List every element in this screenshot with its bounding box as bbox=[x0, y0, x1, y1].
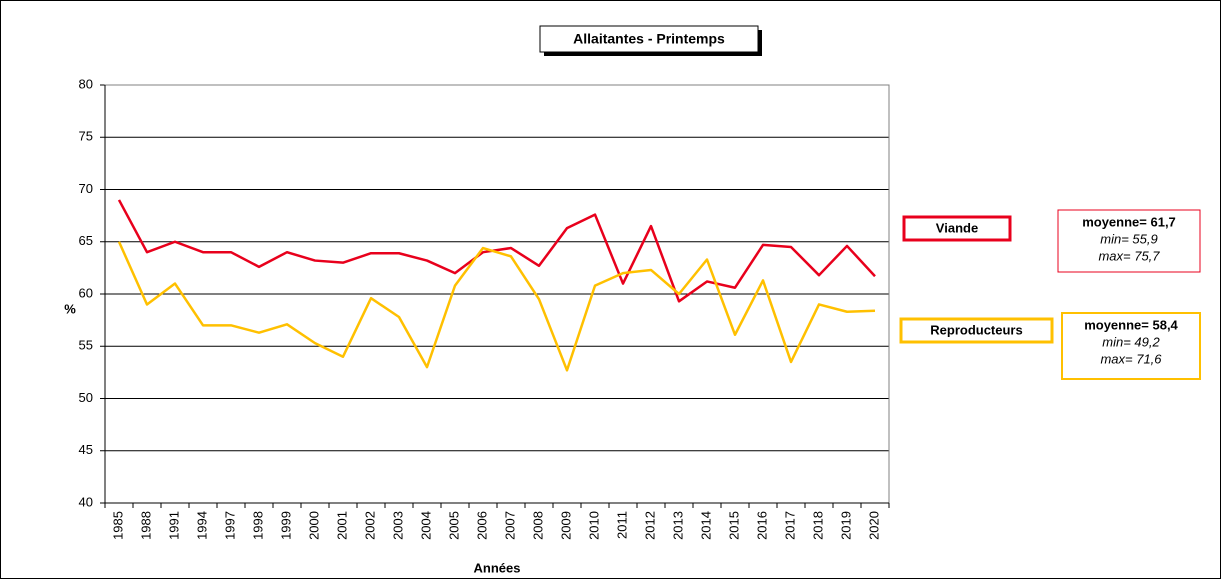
stats-mean: moyenne= 61,7 bbox=[1082, 214, 1176, 229]
x-tick-label: 2017 bbox=[782, 511, 797, 540]
y-tick-label: 65 bbox=[79, 233, 93, 248]
x-tick-label: 2020 bbox=[866, 511, 881, 540]
x-tick-label: 2008 bbox=[530, 511, 545, 540]
x-tick-label: 2018 bbox=[810, 511, 825, 540]
x-tick-label: 2000 bbox=[306, 511, 321, 540]
stats-min: min= 55,9 bbox=[1100, 231, 1157, 246]
y-tick-label: 45 bbox=[79, 442, 93, 457]
x-tick-label: 2002 bbox=[362, 511, 377, 540]
x-tick-label: 2012 bbox=[642, 511, 657, 540]
x-tick-label: 1994 bbox=[194, 511, 209, 540]
y-tick-label: 40 bbox=[79, 494, 93, 509]
x-tick-label: 2009 bbox=[558, 511, 573, 540]
y-axis-label: % bbox=[64, 301, 76, 316]
x-tick-label: 2016 bbox=[754, 511, 769, 540]
x-tick-label: 1998 bbox=[250, 511, 265, 540]
y-tick-label: 70 bbox=[79, 181, 93, 196]
legend-box bbox=[902, 215, 1012, 242]
x-tick-label: 1991 bbox=[166, 511, 181, 540]
series-line bbox=[117, 241, 876, 372]
stats-min: min= 49,2 bbox=[1102, 334, 1160, 349]
x-tick-label: 1997 bbox=[222, 511, 237, 540]
x-tick-label: 2004 bbox=[418, 511, 433, 540]
x-tick-label: 1988 bbox=[138, 511, 153, 540]
x-tick-label: 2001 bbox=[334, 511, 349, 540]
x-tick-label: 2007 bbox=[502, 511, 517, 540]
y-tick-label: 75 bbox=[79, 129, 93, 144]
x-tick-label: 2010 bbox=[586, 511, 601, 540]
stats-box bbox=[1061, 312, 1201, 380]
stats-max: max= 71,6 bbox=[1100, 351, 1162, 366]
x-tick-label: 2003 bbox=[390, 511, 405, 540]
stats-mean: moyenne= 58,4 bbox=[1084, 317, 1178, 332]
y-tick-label: 55 bbox=[79, 338, 93, 353]
x-tick-label: 2011 bbox=[614, 511, 629, 539]
y-tick-label: 80 bbox=[79, 76, 93, 91]
x-tick-label: 1985 bbox=[110, 511, 125, 540]
x-tick-label: 2015 bbox=[726, 511, 741, 540]
x-tick-label: 2014 bbox=[698, 511, 713, 540]
x-tick-label: 1999 bbox=[278, 511, 293, 540]
x-tick-label: 2006 bbox=[474, 511, 489, 540]
series-line bbox=[117, 199, 876, 303]
title-box bbox=[539, 25, 759, 53]
stats-box bbox=[1057, 209, 1201, 273]
legend-box bbox=[899, 317, 1054, 344]
legend-label: Reproducteurs bbox=[930, 322, 1022, 337]
chart-title: Allaitantes - Printemps bbox=[573, 31, 725, 47]
x-tick-label: 2013 bbox=[670, 511, 685, 540]
stats-max: max= 75,7 bbox=[1098, 248, 1160, 263]
y-tick-label: 60 bbox=[79, 285, 93, 300]
legend-label: Viande bbox=[936, 220, 978, 235]
y-tick-label: 50 bbox=[79, 390, 93, 405]
x-tick-label: 2019 bbox=[838, 511, 853, 540]
x-tick-label: 2005 bbox=[446, 511, 461, 540]
x-axis-label: Années bbox=[474, 560, 521, 575]
